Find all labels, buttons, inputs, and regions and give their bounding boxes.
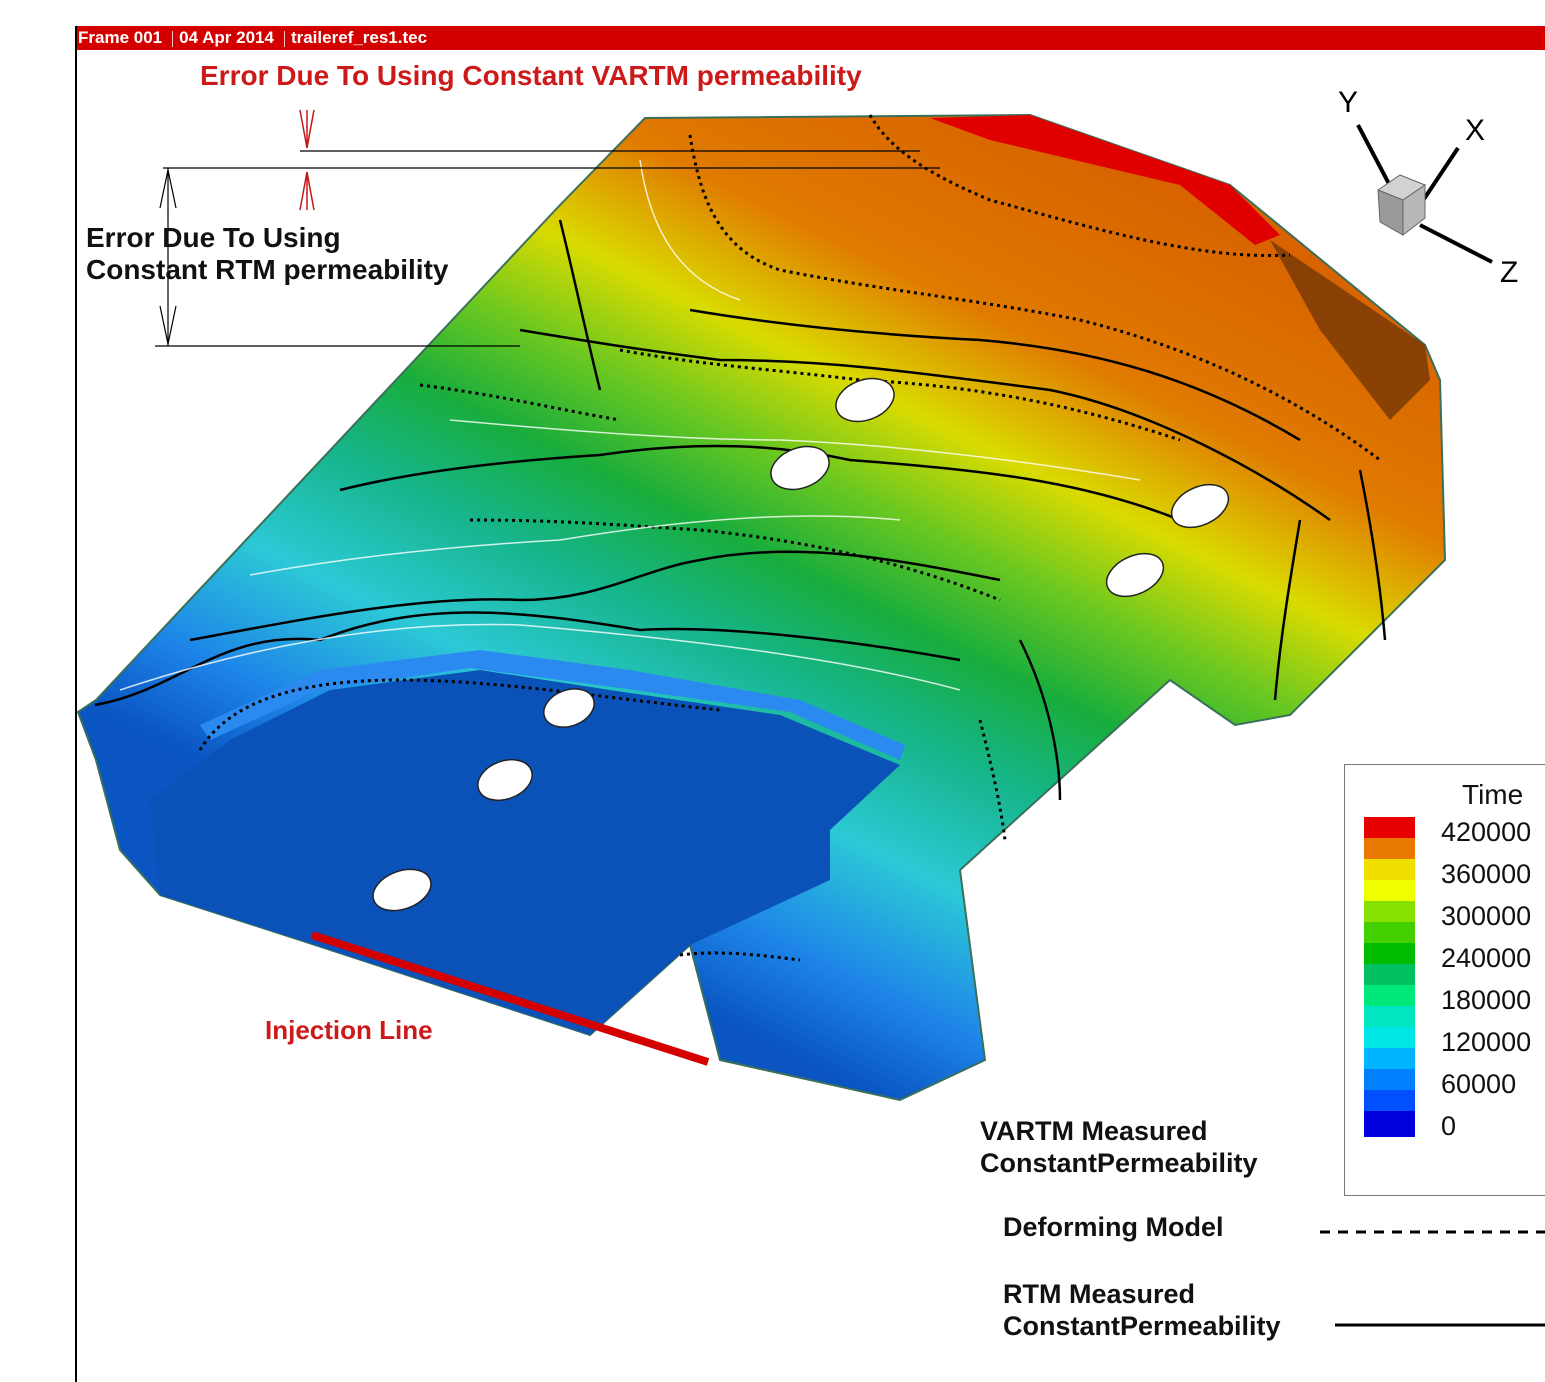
- legend-swatch-300000: [1364, 859, 1415, 880]
- legend-level-label: 120000: [1441, 1027, 1532, 1057]
- red-fill-region: [930, 115, 1280, 245]
- deforming-model-contour-lines: [198, 114, 1381, 962]
- legend-swatch-420000: [1364, 817, 1415, 838]
- legend-swatch-180000: [1364, 943, 1415, 964]
- vartm-line-legend: VARTM Measured ConstantPermeability: [980, 1115, 1258, 1179]
- legend-swatch-teal: [1364, 1006, 1415, 1027]
- rtm-line-legend: RTM Measured ConstantPermeability: [1003, 1278, 1281, 1342]
- legend-level-label: 60000: [1441, 1069, 1517, 1099]
- legend-swatch-light-blue: [1364, 1048, 1415, 1069]
- injection-line-marker: [310, 931, 710, 1066]
- vartm-error-annotation: Error Due To Using Constant VARTM permea…: [200, 60, 862, 91]
- contour-level-boundaries: [119, 159, 1141, 691]
- frame-left-border: [75, 26, 77, 1382]
- legend-swatch-min: [1364, 1111, 1415, 1137]
- rtm-error-line-2: Constant RTM permeability: [86, 254, 449, 285]
- legend-swatch-120000: [1364, 985, 1415, 1006]
- axis-x-label: X: [1465, 114, 1485, 147]
- legend-swatch-green: [1364, 922, 1415, 943]
- legend-level-label: 0: [1441, 1111, 1457, 1141]
- legend-swatch-0: [1364, 1069, 1415, 1090]
- legend-swatch-mid-green: [1364, 964, 1415, 985]
- rtm-error-line-1: Error Due To Using: [86, 222, 341, 253]
- axis-y-label: Y: [1338, 86, 1358, 119]
- rtm-error-annotation: Error Due To Using Constant RTM permeabi…: [86, 222, 448, 286]
- deforming-model-legend: Deforming Model: [1003, 1212, 1224, 1242]
- legend-level-label: 420000: [1441, 817, 1532, 847]
- legend-swatch-blue: [1364, 1090, 1415, 1111]
- resin-port-holes: [372, 377, 1230, 912]
- rtm-contour-lines: [94, 219, 1387, 801]
- frame-filename: traileref_res1.tec: [290, 28, 428, 47]
- rtm-legend-line-1: RTM Measured: [1003, 1279, 1196, 1309]
- vartm-legend-line-1: VARTM Measured: [980, 1116, 1208, 1146]
- injection-line-label: Injection Line: [265, 1015, 433, 1045]
- legend-title: Time: [1462, 779, 1524, 810]
- frame-number: Frame 001: [78, 28, 163, 47]
- triad-cube-icon: [1376, 174, 1427, 237]
- contour-legend: Time 420000 360000 300000 240000 180000 …: [1344, 764, 1545, 1196]
- legend-level-label: 240000: [1441, 943, 1532, 973]
- vartm-legend-line-2: ConstantPermeability: [980, 1148, 1258, 1178]
- rtm-legend-line-2: ConstantPermeability: [1003, 1311, 1281, 1341]
- legend-swatch-360000: [1364, 838, 1415, 859]
- brown-side-wall: [1270, 240, 1430, 420]
- error-dimension-lines: [155, 150, 940, 347]
- legend-level-label: 180000: [1441, 985, 1532, 1015]
- legend-swatch-60000: [1364, 1027, 1415, 1048]
- axis-z-label: Z: [1500, 256, 1518, 289]
- legend-level-label: 360000: [1441, 859, 1532, 889]
- legend-level-label: 300000: [1441, 901, 1532, 931]
- vartm-error-arrows: [299, 109, 315, 211]
- frame-date: 04 Apr 2014: [179, 28, 274, 47]
- rtm-error-arrows: [159, 169, 177, 345]
- legend-swatch-240000: [1364, 901, 1415, 922]
- legend-swatch-yellow: [1364, 880, 1415, 901]
- frame-header-bar: Frame 001 04 Apr 2014 traileref_res1.tec: [76, 26, 1545, 50]
- floor-light-blue-band: [200, 650, 905, 760]
